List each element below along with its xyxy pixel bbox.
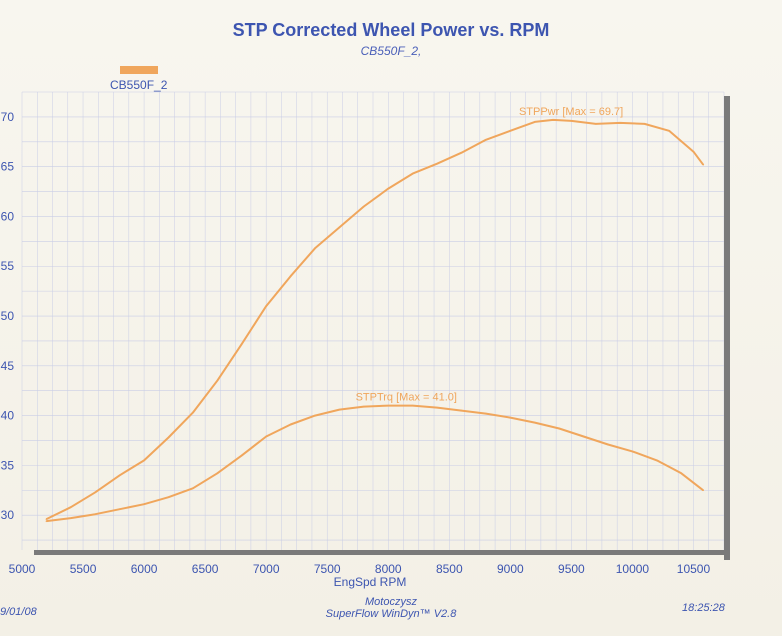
footer-date: 9/01/08 — [0, 606, 37, 618]
chart-title: STP Corrected Wheel Power vs. RPM — [232, 20, 550, 40]
legend-label: CB550F_2 — [110, 78, 168, 92]
data-point — [656, 459, 658, 462]
data-point — [387, 187, 390, 190]
data-point — [363, 405, 365, 408]
data-point — [702, 489, 705, 492]
series-line — [46, 404, 704, 523]
y-tick-label: 60 — [1, 209, 15, 223]
data-point — [94, 491, 97, 494]
data-point — [485, 412, 487, 415]
data-point — [289, 423, 292, 426]
data-point — [436, 162, 438, 165]
data-point — [265, 435, 267, 438]
x-tick-label: 8000 — [375, 562, 402, 576]
data-point — [460, 151, 463, 154]
footer-time: 18:25:28 — [682, 602, 725, 614]
data-point — [643, 123, 646, 125]
data-point — [552, 119, 554, 121]
data-point — [387, 404, 390, 407]
plot-frame-bottom — [34, 550, 730, 555]
y-tick-label: 35 — [1, 458, 15, 472]
data-point — [45, 520, 48, 522]
series-annotation: STPTrq [Max = 41.0] — [356, 392, 457, 404]
data-point — [314, 414, 316, 417]
x-tick-label: 6000 — [131, 562, 158, 576]
data-point — [240, 454, 243, 457]
x-tick-label: 5000 — [9, 562, 36, 576]
data-point — [619, 122, 622, 124]
footer-software: SuperFlow WinDyn™ V2.8 — [325, 608, 457, 620]
data-point — [45, 518, 48, 520]
footer-company: Motoczysz — [365, 596, 417, 608]
data-point — [118, 508, 121, 510]
y-tick-label: 45 — [1, 359, 15, 373]
data-point — [631, 450, 634, 453]
data-point — [192, 411, 194, 414]
x-tick-label: 8500 — [436, 562, 463, 576]
data-point — [680, 472, 683, 475]
x-tick-label: 7500 — [314, 562, 341, 576]
data-point — [143, 459, 145, 462]
x-axis-label: EngSpd RPM — [334, 575, 407, 589]
y-tick-label: 50 — [1, 309, 15, 323]
data-point — [582, 435, 585, 438]
data-point — [167, 436, 170, 439]
data-point — [509, 416, 512, 419]
data-point — [143, 503, 145, 506]
data-point — [118, 474, 121, 477]
data-point — [94, 513, 97, 515]
data-point — [570, 120, 573, 122]
data-point — [668, 130, 670, 132]
series-annotation: STPPwr [Max = 69.7] — [519, 106, 623, 118]
data-point — [533, 421, 536, 424]
data-point — [533, 121, 536, 123]
data-point — [460, 409, 463, 412]
data-point — [70, 506, 72, 508]
x-tick-label: 10000 — [616, 562, 650, 576]
y-tick-label: 40 — [1, 409, 15, 423]
data-point — [265, 305, 267, 307]
x-tick-label: 9500 — [558, 562, 585, 576]
legend-swatch — [120, 66, 158, 74]
x-tick-label: 5500 — [70, 562, 97, 576]
data-point — [240, 343, 243, 345]
data-point — [289, 275, 292, 277]
data-point — [595, 123, 597, 125]
y-tick-label: 30 — [1, 508, 15, 522]
data-point — [216, 472, 219, 475]
series-line — [45, 118, 705, 520]
data-point — [167, 496, 170, 499]
data-point — [485, 138, 487, 141]
data-point — [702, 163, 705, 166]
data-point — [509, 130, 512, 132]
x-tick-label: 10500 — [677, 562, 711, 576]
y-tick-label: 65 — [1, 160, 15, 174]
data-point — [607, 443, 609, 446]
data-point — [436, 406, 438, 409]
data-point — [216, 379, 219, 382]
data-point — [411, 172, 414, 175]
y-tick-label: 70 — [1, 110, 15, 124]
data-point — [338, 226, 341, 229]
plot-frame-right — [724, 96, 730, 560]
data-point — [70, 517, 72, 519]
data-point — [363, 205, 365, 208]
x-tick-label: 6500 — [192, 562, 219, 576]
x-tick-label: 9000 — [497, 562, 524, 576]
data-point — [314, 247, 316, 250]
data-point — [338, 408, 341, 411]
data-point — [411, 404, 414, 407]
x-tick-label: 7000 — [253, 562, 280, 576]
y-tick-label: 55 — [1, 259, 15, 273]
chart-subtitle: CB550F_2, — [360, 44, 422, 58]
data-point — [192, 487, 194, 490]
data-point — [558, 427, 560, 430]
data-point — [692, 150, 695, 153]
